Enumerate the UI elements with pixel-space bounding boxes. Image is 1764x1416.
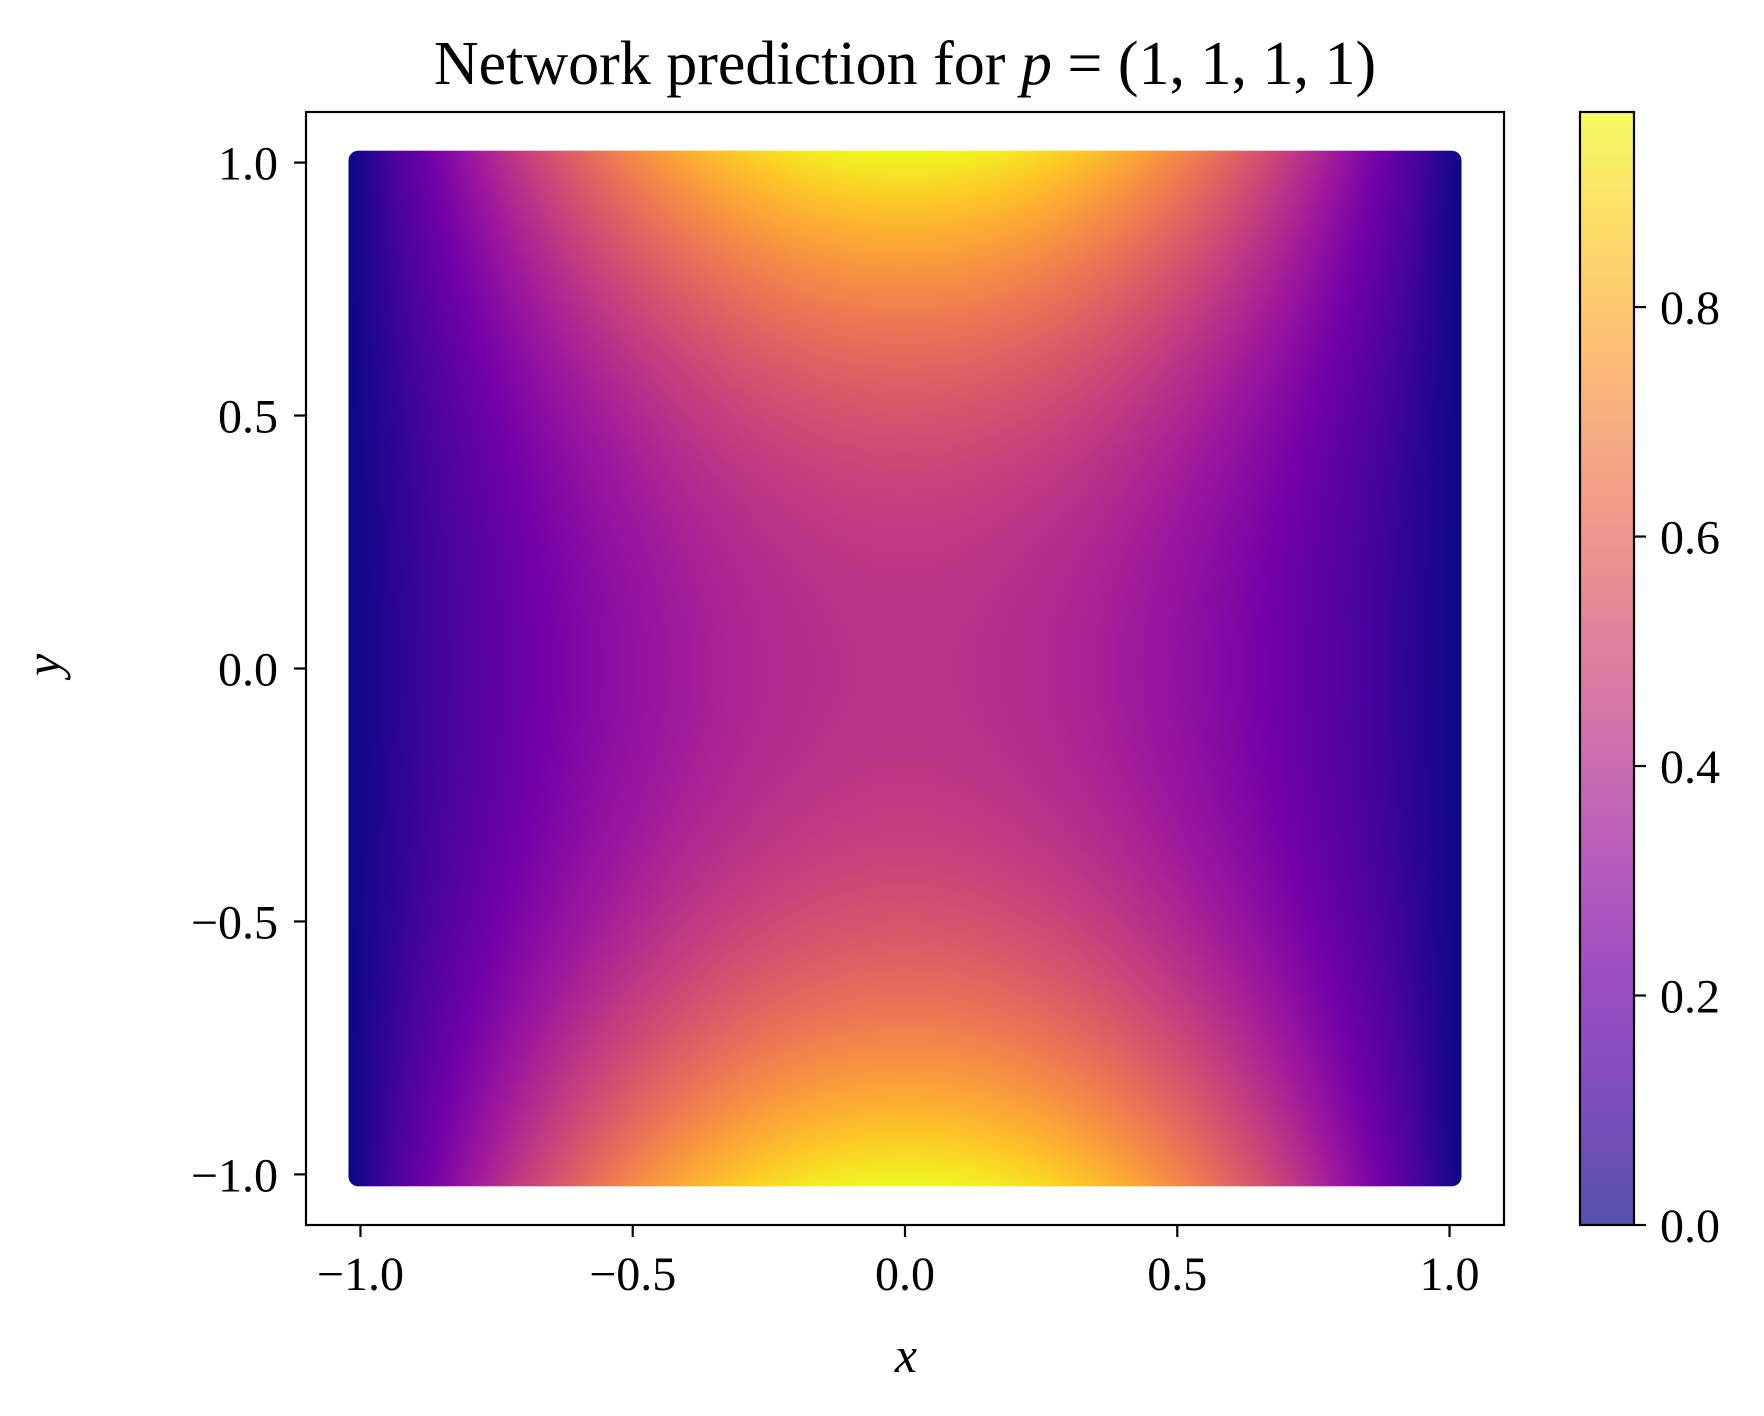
colorbar-gradient <box>1580 112 1634 1225</box>
x-tick-label: −1.0 <box>317 1248 404 1301</box>
x-axis-label: x <box>894 1327 917 1383</box>
colorbar-tick-label: 0.6 <box>1660 512 1720 565</box>
colorbar-tick-label: 0.0 <box>1660 1200 1720 1253</box>
y-axis-label: y <box>15 653 71 681</box>
y-tick-label: 0.5 <box>218 391 278 444</box>
heatmap-image <box>348 150 1462 1187</box>
chart-title: Network prediction for p = (1, 1, 1, 1) <box>434 30 1376 98</box>
y-tick-label: 0.0 <box>218 644 278 697</box>
y-tick-label: −0.5 <box>191 896 278 949</box>
colorbar: 0.0 0.2 0.4 0.6 0.8 <box>1578 110 1720 1253</box>
x-tick-label: 1.0 <box>1420 1248 1480 1301</box>
colorbar-tick-label: 0.8 <box>1660 282 1720 335</box>
colorbar-tick-label: 0.4 <box>1660 741 1720 794</box>
y-tick-label: −1.0 <box>191 1149 278 1202</box>
title-prefix: Network prediction for <box>434 30 1021 98</box>
x-tick-label: −0.5 <box>589 1248 676 1301</box>
colorbar-tick-label: 0.2 <box>1660 971 1720 1024</box>
title-variable: p <box>1017 30 1052 98</box>
x-tick-label: 0.0 <box>875 1248 935 1301</box>
x-axis: −1.0 −0.5 0.0 0.5 1.0 <box>317 1225 1480 1301</box>
x-tick-label: 0.5 <box>1147 1248 1207 1301</box>
y-tick-label: 1.0 <box>218 138 278 191</box>
colorbar-frame <box>1578 110 1636 1227</box>
y-axis: −1.0 −0.5 0.0 0.5 1.0 <box>191 138 306 1202</box>
title-suffix: = (1, 1, 1, 1) <box>1052 30 1376 98</box>
heatmap-plot <box>348 150 1462 1187</box>
colorbar-axis: 0.0 0.2 0.4 0.6 0.8 <box>1634 282 1720 1253</box>
